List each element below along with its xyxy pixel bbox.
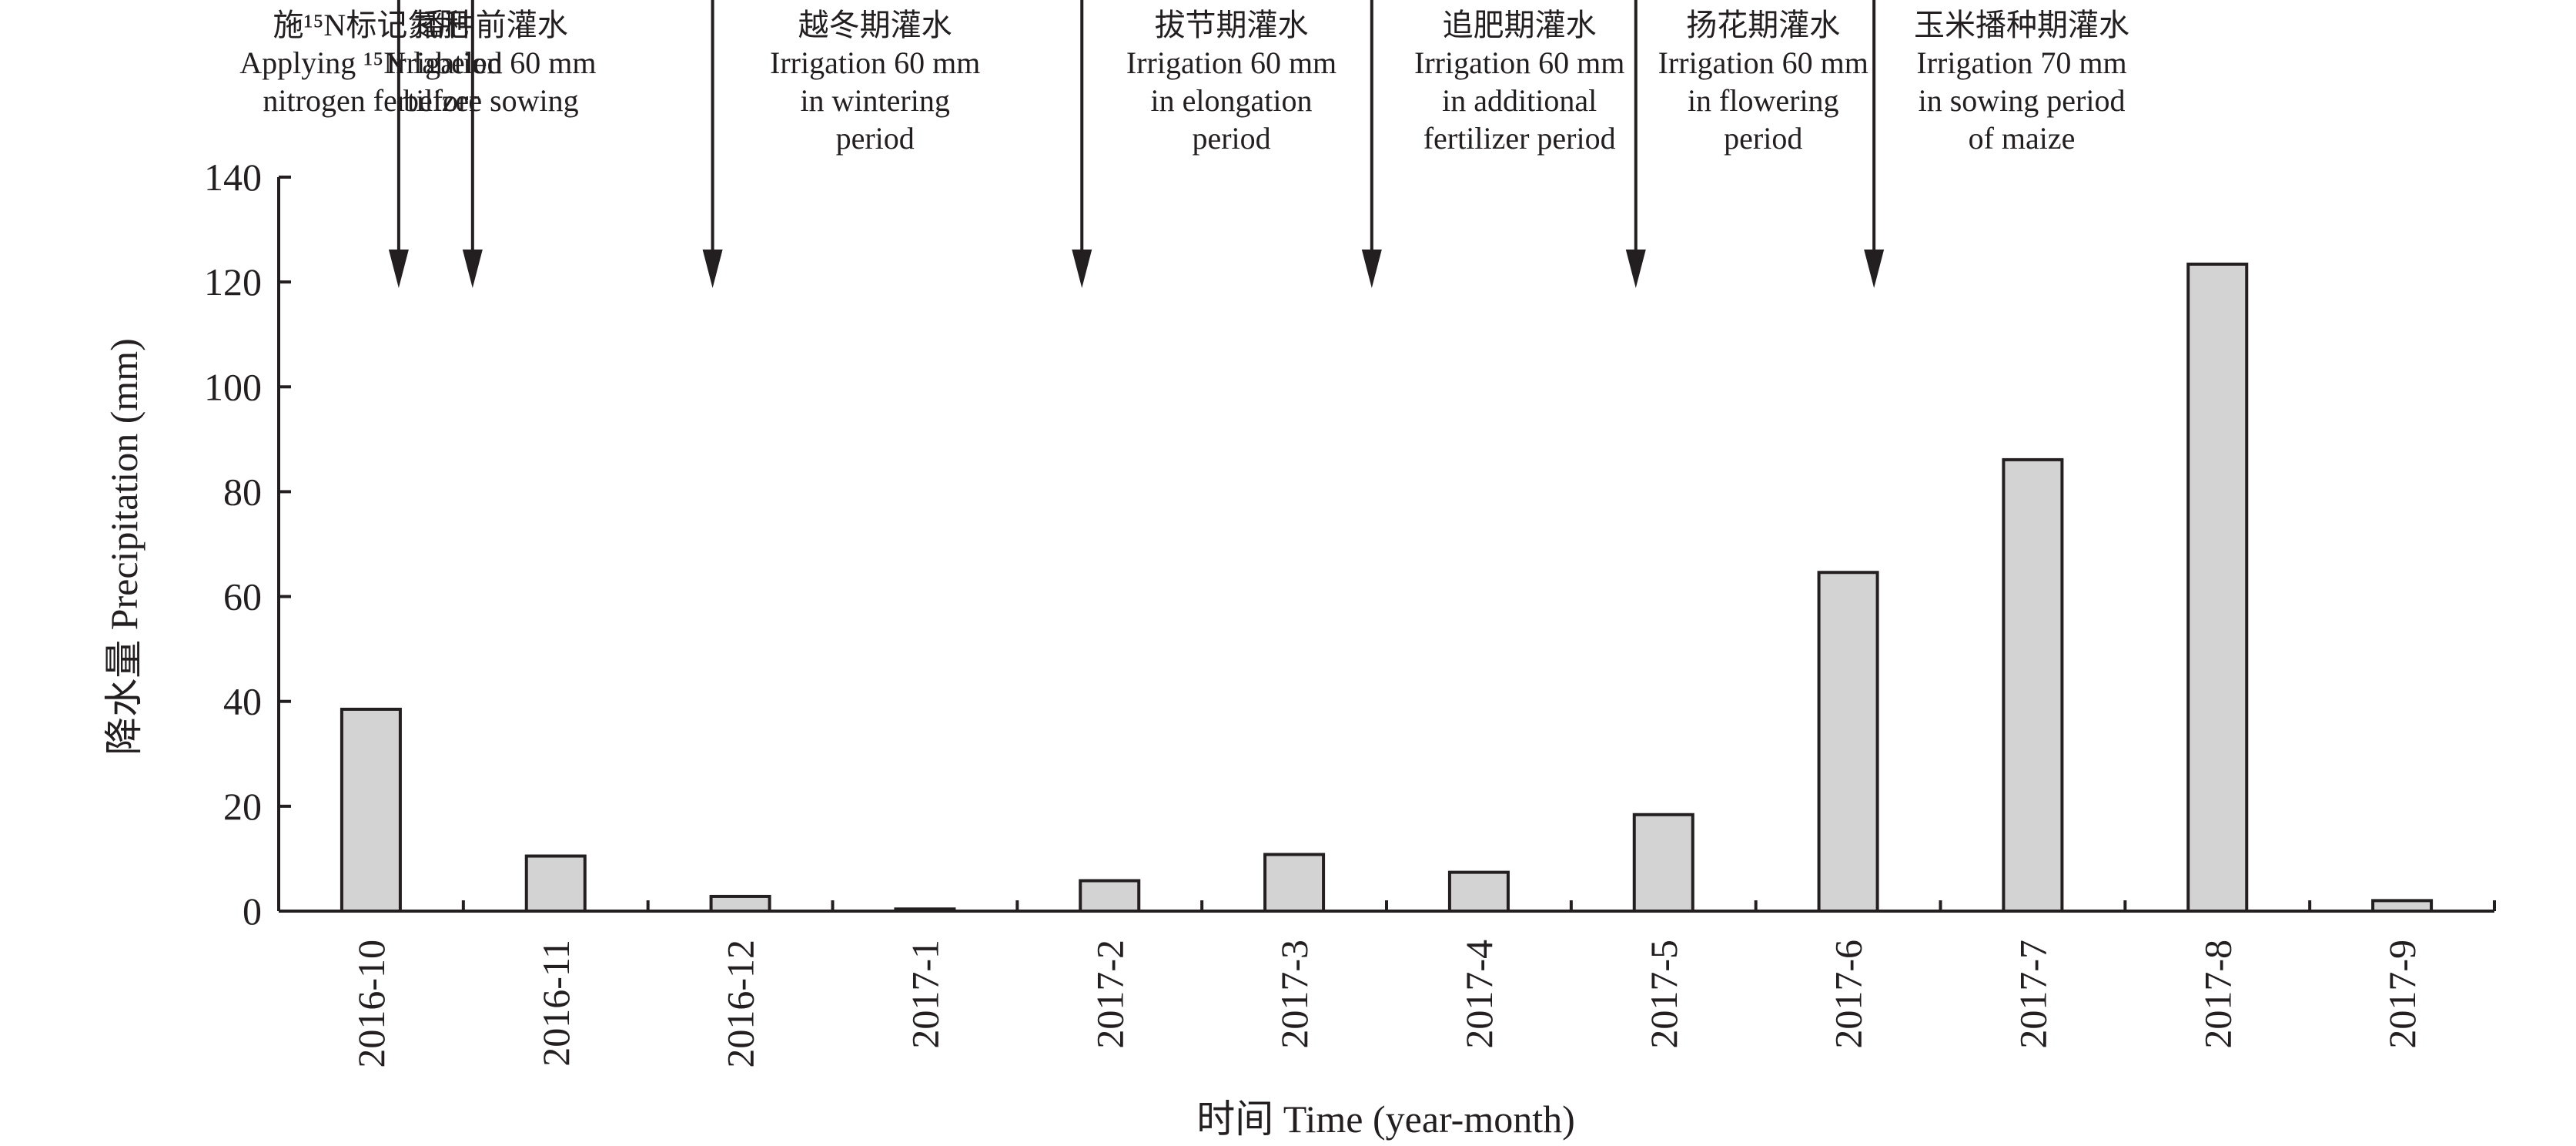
annotation-6-line-3: in flowering <box>1688 83 1839 118</box>
y-tick-label-140: 140 <box>204 156 262 199</box>
annotation-arrowhead-7 <box>1864 250 1885 288</box>
annotation-3-line-1: 越冬期灌水 <box>798 8 952 42</box>
bar-2017-4 <box>1447 870 1510 913</box>
y-tick-label-0: 0 <box>243 890 262 933</box>
bar-2016-11 <box>524 854 587 913</box>
annotation-6-line-2: Irrigation 60 mm <box>1658 45 1868 80</box>
bar-2017-7 <box>2002 457 2064 913</box>
annotation-arrowhead-5 <box>1361 250 1382 288</box>
annotation-3-line-3: in wintering <box>800 83 949 118</box>
bar-2017-6 <box>1817 571 1879 913</box>
x-tick-label-2016-11: 2016-11 <box>534 940 577 1067</box>
y-axis-label: 降水量 Precipitation (mm) <box>102 338 146 756</box>
annotation-arrowhead-6 <box>1625 250 1646 288</box>
x-tick-label-2017-6: 2017-6 <box>1827 940 1870 1049</box>
bar-2017-5 <box>1632 813 1694 913</box>
x-tick-label-2017-1: 2017-1 <box>903 940 946 1049</box>
bar-2017-2 <box>1079 879 1141 913</box>
annotation-4-line-1: 拔节期灌水 <box>1155 8 1309 42</box>
annotation-3-line-2: Irrigation 60 mm <box>770 45 980 80</box>
annotation-arrowhead-4 <box>1072 250 1092 288</box>
annotation-2-line-2: Irrigation 60 mm <box>386 45 596 80</box>
annotation-1-line-3: nitrogen fertilizer <box>263 83 479 118</box>
x-tick-label-2017-7: 2017-7 <box>2011 940 2054 1049</box>
plot-area: 0 20 40 60 80 100 120 140 2016-10 2016-11 2016-12 2… <box>204 0 2496 1068</box>
bar-2017-3 <box>1263 853 1326 913</box>
annotation-5-line-1: 追肥期灌水 <box>1443 8 1597 42</box>
annotation-6-line-1: 扬花期灌水 <box>1686 8 1840 42</box>
x-tick-label-2017-9: 2017-9 <box>2380 940 2424 1049</box>
x-tick-label-2017-3: 2017-3 <box>1273 940 1316 1049</box>
bar-2016-10 <box>340 707 402 913</box>
y-tick-label-100: 100 <box>204 365 262 408</box>
x-tick-label-2016-12: 2016-12 <box>719 940 762 1068</box>
annotation-4-line-3: in elongation <box>1151 83 1313 118</box>
annotation-5-line-2: Irrigation 60 mm <box>1414 45 1624 80</box>
annotation-arrowhead-3 <box>702 250 723 288</box>
annotation-2-line-1: 播种前灌水 <box>414 8 568 42</box>
annotation-2-line-3: before sowing <box>403 83 579 118</box>
annotation-6-line-4: period <box>1724 121 1802 156</box>
y-tick-label-20: 20 <box>223 785 262 828</box>
annotation-1-line-2: Applying ¹⁵N labeled <box>239 45 502 80</box>
annotation-7-line-2: Irrigation 70 mm <box>1916 45 2126 80</box>
annotation-7-line-3: in sowing period <box>1919 83 2126 118</box>
annotation-arrowhead-2 <box>462 250 483 288</box>
x-tick-label-2016-10: 2016-10 <box>350 940 393 1068</box>
annotation-3-line-4: period <box>836 121 915 156</box>
annotation-7-line-1: 玉米播种期灌水 <box>1914 8 2129 42</box>
annotation-arrowhead-1 <box>388 250 409 288</box>
annotation-1-line-1: 施¹⁵N标记氮肥 <box>273 8 470 42</box>
annotation-4-line-4: period <box>1192 121 1270 156</box>
x-tick-label-2017-5: 2017-5 <box>1642 940 1685 1049</box>
annotation-5-line-3: in additional <box>1442 83 1597 118</box>
bar-2016-12 <box>709 894 771 913</box>
bar-2017-8 <box>2186 262 2249 913</box>
x-tick-label-2017-4: 2017-4 <box>1457 940 1500 1049</box>
x-axis-label: 时间 Time (year-month) <box>1196 1097 1575 1141</box>
x-tick-label-2017-2: 2017-2 <box>1088 940 1131 1049</box>
annotation-7-line-4: of maize <box>1969 121 2076 156</box>
y-tick-label-80: 80 <box>223 470 262 513</box>
bar-2017-9 <box>2371 899 2434 913</box>
y-tick-label-120: 120 <box>204 260 262 303</box>
annotation-4-line-2: Irrigation 60 mm <box>1126 45 1337 80</box>
annotation-5-line-4: fertilizer period <box>1423 121 1616 156</box>
y-tick-label-40: 40 <box>223 680 262 723</box>
x-tick-label-2017-8: 2017-8 <box>2196 940 2239 1049</box>
y-tick-label-60: 60 <box>223 575 262 618</box>
